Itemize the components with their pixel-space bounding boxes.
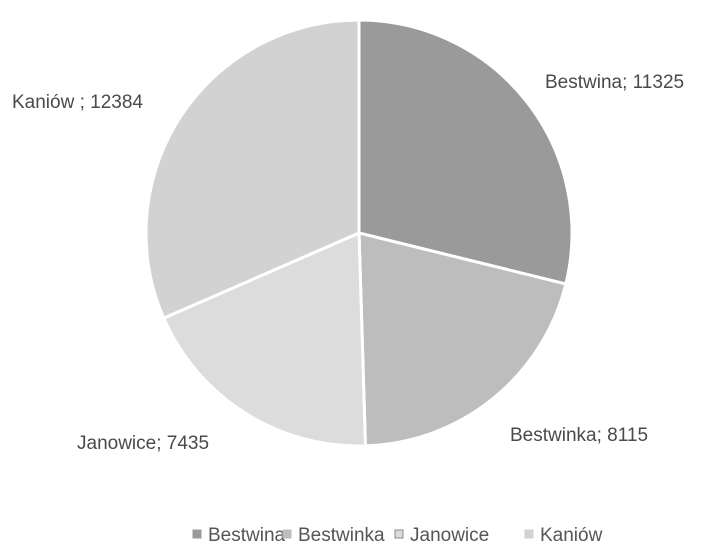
legend-label-janowice: Janowice (410, 525, 489, 546)
legend-label-bestwina: Bestwina (208, 525, 286, 546)
data-label-kaniow: Kaniów ; 12384 (12, 92, 143, 113)
pie-slice-bestwina (357, 18, 574, 286)
pie-slice-janowice (161, 230, 368, 448)
legend-marker-janowice (394, 529, 404, 539)
data-label-janowice: Janowice; 7435 (77, 433, 209, 454)
pie-slices (144, 18, 574, 448)
legend-marker-bestwinka (282, 529, 292, 539)
legend-label-bestwinka: Bestwinka (298, 525, 385, 546)
data-labels: Bestwina; 11325 Bestwinka; 8115 Janowice; … (12, 72, 684, 454)
legend: Bestwina Bestwinka Janowice Kaniów (192, 525, 603, 546)
legend-marker-bestwina (192, 529, 202, 539)
data-label-bestwina: Bestwina; 11325 (545, 72, 684, 93)
legend-label-kaniow: Kaniów (540, 525, 603, 546)
pie-slice-kaniow (144, 18, 361, 321)
pie-slice-bestwinka (357, 231, 568, 448)
data-label-bestwinka: Bestwinka; 8115 (510, 425, 648, 446)
legend-marker-kaniow (524, 529, 534, 539)
